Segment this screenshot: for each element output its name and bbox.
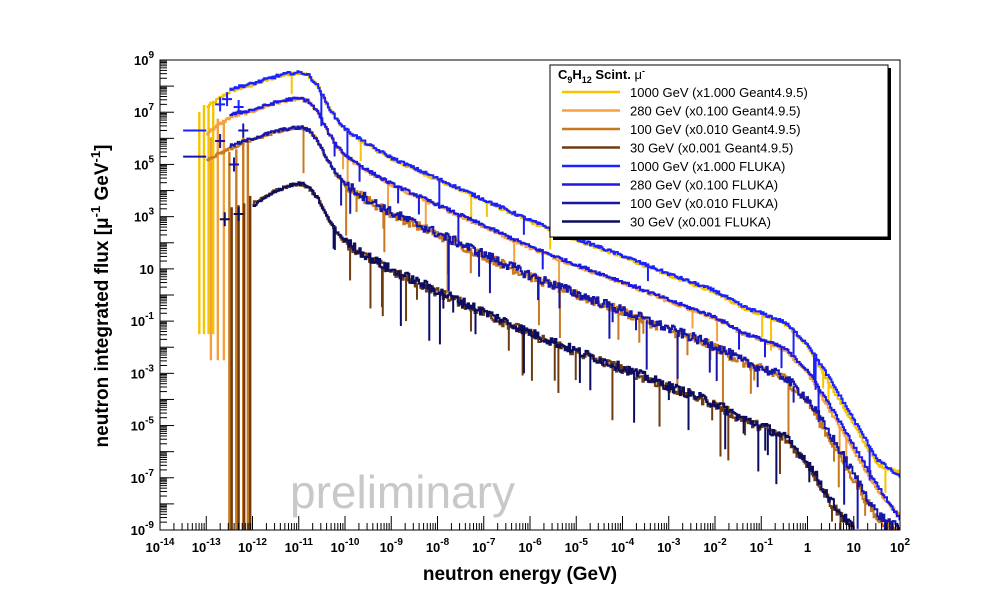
legend-entry-label: 100 GeV (x0.010 Geant4.9.5) [630,122,801,137]
y-tick-label: 10-5 [131,416,155,434]
x-tick-label: 102 [890,537,910,555]
legend-entry-label: 30 GeV (x0.001 FLUKA) [630,215,771,230]
x-tick-label: 10-11 [285,537,314,555]
series-4 [230,182,855,530]
x-tick-label: 10-1 [750,537,774,555]
y-tick-label: 10-7 [131,468,155,486]
watermark-text: preliminary [290,466,515,518]
x-tick-label: 10-14 [146,537,175,555]
low-energy-cross [233,100,244,114]
x-axis-title: neutron energy (GeV) [423,564,617,585]
x-tick-label: 10-10 [331,537,360,555]
x-tick-label: 10-6 [518,537,542,555]
series-line [252,181,855,530]
y-tick-label: 10 [140,262,154,277]
low-energy-cross [215,97,226,112]
legend-title: C9H12 Scint. μ- [558,66,645,85]
x-tick-label: 1 [804,540,811,555]
y-tick-label: 109 [134,50,154,68]
legend-entry-label: 30 GeV (x0.001 Geant4.9.5) [630,141,793,156]
x-tick-label: 10-5 [565,537,589,555]
x-tick-label: 10-8 [426,537,450,555]
y-tick-label: 10-1 [131,311,155,329]
legend-entry-label: 1000 GeV (x1.000 FLUKA) [630,159,785,174]
y-axis-title: neutron integrated flux [μ-1 GeV-1] [88,145,113,448]
x-tick-label: 10-13 [192,537,221,555]
plot-area [183,70,900,530]
x-tick-label: 10-9 [380,537,404,555]
x-tick-label: 10-12 [238,537,267,555]
legend-entry-label: 1000 GeV (x1.000 Geant4.9.5) [630,85,808,100]
legend-entry-label: 280 GeV (x0.100 Geant4.9.5) [630,104,801,119]
y-tick-label: 105 [134,154,154,172]
low-energy-cross [222,92,233,107]
y-axis: 109 107 105 103 10 10-1 10-3 10-5 10-7 10-9 [131,50,174,538]
legend-box [549,64,889,238]
x-tick-label: 10-3 [657,537,681,555]
legend-entry-label: 100 GeV (x0.010 FLUKA) [630,196,778,211]
y-tick-label: 10-9 [131,520,155,538]
series-8 [252,181,855,530]
y-tick-label: 103 [134,207,154,225]
low-energy-cross [233,207,244,222]
legend-entry-label: 280 GeV (x0.100 FLUKA) [630,178,778,193]
x-tick-label: 10-4 [611,537,635,555]
x-tick-label: 10-7 [472,537,496,555]
x-tick-label: 10 [847,540,861,555]
x-axis: 10-14 10-13 10-12 10-11 10-10 10-9 10-8 10-7 10-… [146,516,910,555]
low-energy-cross [219,212,230,227]
y-tick-label: 10-3 [131,363,155,381]
series-line [252,182,855,528]
series-7 [229,125,900,530]
legend: C9H12 Scint. μ-1000 GeV (x1.000 Geant4.9… [549,64,891,240]
low-energy-cross [238,123,249,138]
low-energy-cross [229,157,239,172]
series-line [229,96,900,521]
low-energy-cross [215,133,226,148]
x-tick-label: 10-2 [703,537,727,555]
y-tick-label: 107 [134,102,154,120]
